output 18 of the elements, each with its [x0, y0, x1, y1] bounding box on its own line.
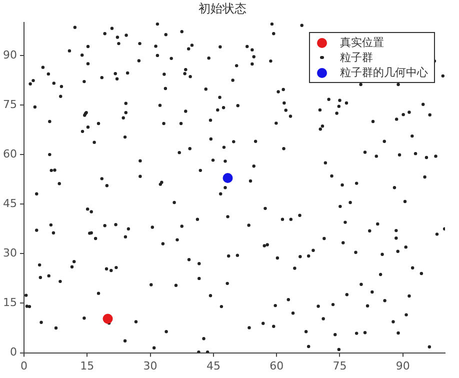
- y-tick-label: 75: [2, 98, 17, 111]
- x-tick-label: 15: [80, 359, 94, 372]
- y-tick-label: 0: [10, 346, 17, 359]
- y-tick-label: 45: [2, 196, 17, 210]
- legend-label: 粒子群的几何中心: [340, 65, 428, 80]
- y-tick-label: 30: [2, 246, 17, 260]
- x-tick-label: 75: [332, 359, 347, 372]
- x-tick-label: 30: [143, 359, 158, 372]
- x-tick-label: 90: [396, 359, 410, 372]
- y-tick-label: 15: [2, 296, 17, 310]
- x-tick-label: 60: [270, 359, 284, 372]
- chart-title: 初始状态: [198, 1, 246, 16]
- y-tick-label: 60: [2, 147, 17, 160]
- x-tick-label: 45: [206, 359, 220, 372]
- x-tick-label: 0: [20, 359, 28, 372]
- legend-label: 粒子群: [340, 50, 373, 66]
- y-tick-label: 90: [2, 48, 17, 62]
- legend-label: 真实位置: [340, 35, 384, 50]
